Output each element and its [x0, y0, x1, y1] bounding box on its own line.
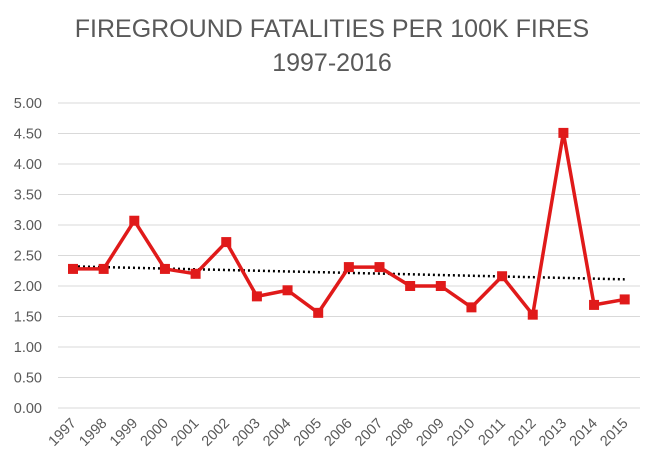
data-point — [497, 271, 508, 282]
data-point — [405, 281, 416, 291]
y-tick-label: 4.00 — [14, 157, 42, 173]
x-tick-label: 2009 — [413, 416, 447, 450]
series-group — [68, 127, 630, 320]
series-line — [73, 131, 626, 317]
x-tick-label: 2002 — [199, 416, 233, 450]
x-tick-label: 2012 — [505, 416, 539, 450]
x-tick-label: 1999 — [107, 416, 141, 450]
data-point — [68, 263, 78, 274]
x-tick-label: 2008 — [383, 416, 417, 450]
x-tick-label: 2011 — [476, 416, 509, 449]
y-tick-label: 1.50 — [14, 310, 42, 326]
x-tick-label: 2015 — [597, 416, 631, 450]
data-point — [159, 263, 170, 274]
gridlines — [58, 102, 640, 409]
x-tick-label: 2006 — [322, 416, 356, 450]
x-tick-label: 2014 — [567, 416, 601, 450]
data-point — [619, 294, 630, 305]
y-tick-label: 2.00 — [14, 279, 42, 295]
data-point — [313, 307, 324, 318]
y-tick-label: 3.00 — [14, 218, 42, 234]
data-point — [190, 268, 201, 279]
x-tick-label: 2003 — [230, 416, 264, 450]
chart-title: FIREGROUND FATALITIES PER 100K FIRES — [74, 15, 590, 43]
x-axis-ticks: 1997199819992000200120022003200420052006… — [46, 416, 632, 450]
data-point — [251, 291, 262, 302]
y-tick-label: 0.00 — [14, 401, 42, 417]
data-point — [282, 285, 293, 296]
y-tick-label: 0.50 — [14, 371, 42, 387]
y-tick-label: 5.00 — [14, 96, 42, 112]
x-tick-label: 2010 — [444, 416, 478, 450]
data-point — [558, 127, 569, 138]
data-point — [129, 215, 140, 226]
x-tick-label: 2001 — [168, 416, 202, 450]
x-tick-label: 1998 — [76, 416, 110, 450]
x-tick-label: 2004 — [260, 416, 294, 450]
x-tick-label: 2000 — [138, 416, 172, 450]
y-axis-ticks: 0.00 0.50 1.00 1.50 2.00 2.50 3.00 3.50 4.00 4.50… — [14, 96, 42, 417]
x-tick-label: 2007 — [352, 416, 386, 450]
y-tick-label: 3.50 — [14, 188, 42, 204]
data-point — [589, 299, 600, 310]
y-tick-label: 1.00 — [14, 340, 42, 356]
data-point — [466, 302, 477, 313]
data-point — [221, 237, 232, 248]
data-point — [435, 281, 446, 291]
y-tick-label: 4.50 — [14, 127, 42, 143]
x-tick-label: 1997 — [46, 416, 80, 450]
data-point — [527, 309, 538, 320]
x-tick-label: 2013 — [536, 416, 570, 450]
x-tick-label: 2005 — [291, 416, 325, 450]
data-point — [343, 262, 354, 273]
y-tick-label: 2.50 — [14, 249, 42, 265]
data-point — [98, 263, 109, 274]
chart-subtitle: 1997-2016 — [272, 49, 392, 77]
data-point — [374, 262, 385, 273]
